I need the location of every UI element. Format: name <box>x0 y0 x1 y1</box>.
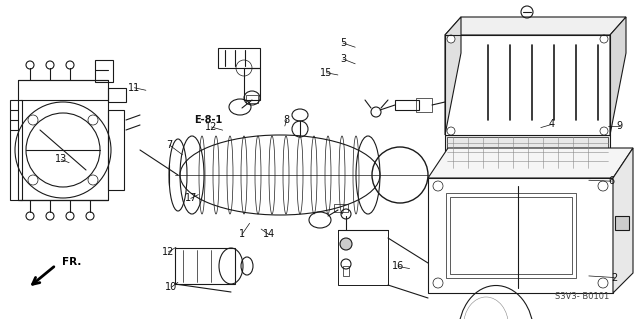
Circle shape <box>598 278 608 288</box>
Text: 8: 8 <box>284 115 290 125</box>
Bar <box>334 204 348 212</box>
Text: 14: 14 <box>262 229 275 240</box>
Circle shape <box>433 278 443 288</box>
Circle shape <box>433 181 443 191</box>
Text: 15: 15 <box>320 68 333 78</box>
Polygon shape <box>445 17 461 135</box>
Text: 12: 12 <box>205 122 218 132</box>
Text: 5: 5 <box>340 38 346 48</box>
Circle shape <box>340 238 352 250</box>
Text: 13: 13 <box>55 154 68 165</box>
Circle shape <box>88 175 98 185</box>
Text: S3V3- B0101: S3V3- B0101 <box>556 292 609 301</box>
Text: 11: 11 <box>128 83 141 93</box>
Bar <box>343 266 349 276</box>
Text: 12: 12 <box>162 247 175 257</box>
Bar <box>338 230 388 285</box>
Circle shape <box>28 175 38 185</box>
Circle shape <box>88 115 98 125</box>
Bar <box>108 110 124 190</box>
Bar <box>95 60 113 82</box>
Circle shape <box>600 127 608 135</box>
Bar <box>246 95 258 103</box>
Polygon shape <box>445 17 626 35</box>
Text: E-8-1: E-8-1 <box>194 115 222 125</box>
Bar <box>615 216 629 230</box>
Text: FR.: FR. <box>62 257 81 267</box>
Text: 7: 7 <box>166 140 173 150</box>
Text: 17: 17 <box>184 193 197 204</box>
Circle shape <box>447 35 455 43</box>
Bar <box>175 248 235 284</box>
Text: 10: 10 <box>165 282 178 292</box>
Text: 3: 3 <box>340 54 346 64</box>
Bar <box>447 137 608 168</box>
Polygon shape <box>428 148 633 178</box>
Bar <box>450 197 572 274</box>
Text: 1: 1 <box>239 229 245 240</box>
Text: 4: 4 <box>548 119 555 130</box>
Circle shape <box>447 127 455 135</box>
Bar <box>10 100 22 200</box>
Text: 6: 6 <box>608 176 614 186</box>
Circle shape <box>600 35 608 43</box>
Circle shape <box>598 181 608 191</box>
Text: 16: 16 <box>392 261 404 271</box>
Bar <box>395 100 419 110</box>
Bar <box>416 98 432 112</box>
Polygon shape <box>610 17 626 135</box>
Circle shape <box>28 115 38 125</box>
Bar <box>108 88 126 102</box>
Bar <box>445 135 610 170</box>
Text: 9: 9 <box>616 121 623 131</box>
Bar <box>18 80 108 200</box>
Text: 2: 2 <box>611 272 618 283</box>
Bar <box>446 193 576 278</box>
Polygon shape <box>613 148 633 293</box>
